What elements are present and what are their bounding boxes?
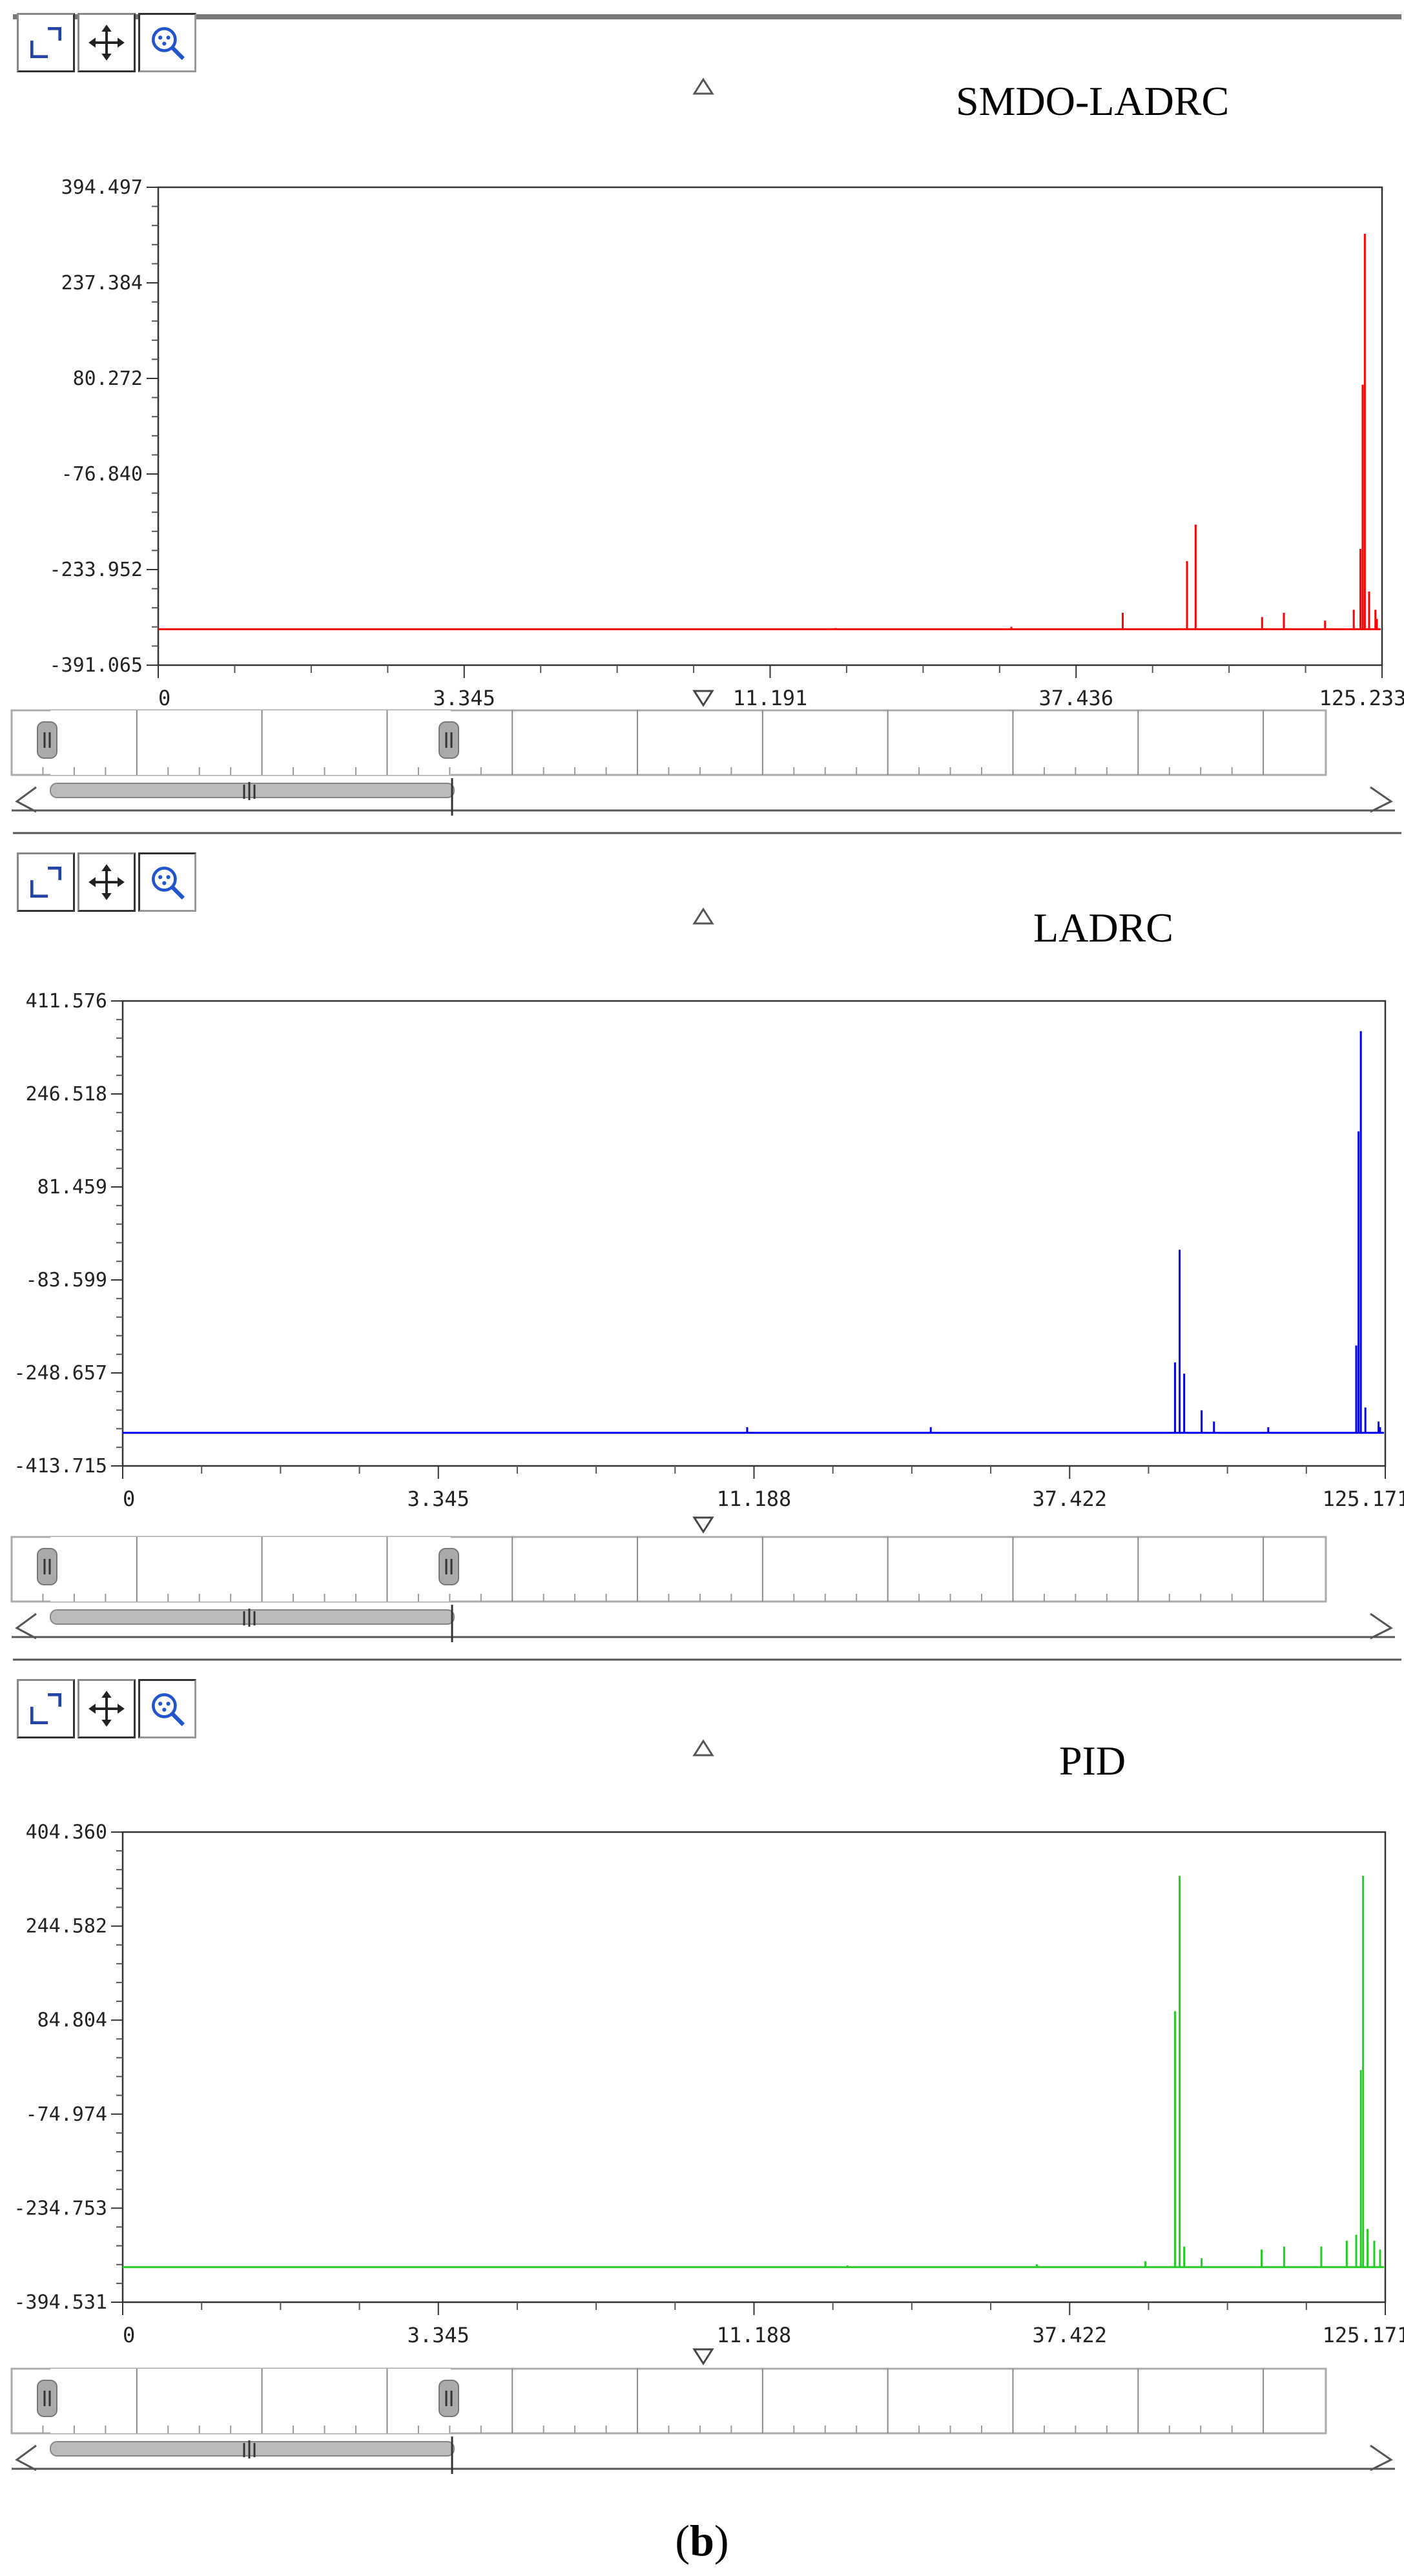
x-tick-label: 125.171: [1323, 2323, 1404, 2347]
pan-icon: [88, 25, 125, 61]
pan-button[interactable]: [77, 13, 136, 72]
y-tick-label: 246.518: [26, 1083, 107, 1106]
top-rule: [13, 14, 1401, 19]
y-tick-label: 237.384: [61, 272, 143, 294]
marker-up-icon[interactable]: [692, 77, 714, 95]
y-tick-label: 84.804: [37, 2009, 107, 2032]
x-tick-label: 37.422: [1032, 1487, 1107, 1511]
range-slider[interactable]: [10, 690, 1401, 834]
x-tick-label: 3.345: [408, 1487, 470, 1511]
range-handle[interactable]: [439, 2380, 459, 2417]
x-tick-label: 0: [123, 2323, 135, 2347]
scroll-right-arrow-icon[interactable]: [1370, 2444, 1393, 2471]
marker-up-icon[interactable]: [692, 1739, 714, 1757]
zoom-icon: [151, 1693, 185, 1726]
chart-toolbar: [17, 1679, 199, 1738]
zoom-icon: [151, 866, 185, 900]
fit-button[interactable]: [17, 1679, 75, 1738]
figure-caption: (b): [675, 2516, 729, 2565]
scroll-left-arrow-icon[interactable]: [15, 2444, 37, 2471]
y-tick-label: -74.974: [26, 2103, 107, 2126]
scroll-left-arrow-icon[interactable]: [15, 1613, 37, 1640]
pan-button[interactable]: [77, 852, 136, 912]
x-tick-label: 0: [123, 1487, 135, 1511]
y-tick-label: -394.531: [14, 2291, 108, 2314]
y-tick-label: 404.360: [26, 1821, 107, 1844]
overview-selection: [50, 1537, 451, 1602]
pan-icon: [88, 1691, 125, 1727]
scrollbar-thumb[interactable]: [50, 783, 455, 798]
y-tick-label: 244.582: [26, 1915, 107, 1938]
marker-down-icon[interactable]: [692, 1516, 714, 1534]
y-tick-label: 394.497: [61, 176, 143, 199]
range-slider[interactable]: [10, 2348, 1395, 2474]
range-handle[interactable]: [37, 1548, 57, 1585]
scroll-left-arrow-icon[interactable]: [15, 786, 37, 813]
x-tick-label: 125.233: [1319, 686, 1404, 710]
x-tick-label: 37.436: [1038, 686, 1113, 710]
zoom-button[interactable]: [138, 1679, 196, 1738]
scrollbar-thumb[interactable]: [50, 2441, 455, 2457]
fit-button[interactable]: [17, 13, 75, 72]
grip-icon: [43, 732, 51, 748]
grip-icon: [43, 1559, 51, 1574]
marker-up-icon[interactable]: [692, 907, 714, 925]
marker-down-icon[interactable]: [692, 690, 714, 707]
grip-icon: [243, 1609, 256, 1627]
range-handle[interactable]: [37, 721, 57, 759]
fit-icon: [30, 1693, 62, 1725]
range-handle[interactable]: [439, 721, 459, 759]
y-tick-label: -413.715: [14, 1455, 108, 1478]
overview-selection: [50, 710, 451, 775]
x-tick-label: 11.191: [733, 686, 808, 710]
fit-button[interactable]: [17, 852, 75, 912]
zoom-button[interactable]: [138, 13, 196, 72]
grip-icon: [243, 782, 256, 800]
y-tick-label: -391.065: [50, 654, 143, 677]
pan-button[interactable]: [77, 1679, 136, 1738]
y-tick-label: -234.753: [14, 2197, 108, 2220]
x-tick-label: 0: [158, 686, 170, 710]
chart-title: LADRC: [1033, 905, 1173, 951]
scroll-right-arrow-icon[interactable]: [1370, 786, 1393, 813]
fit-icon: [30, 866, 62, 898]
y-tick-label: 80.272: [73, 367, 143, 390]
x-tick-label: 125.171: [1323, 1487, 1404, 1511]
grip-icon: [445, 1559, 453, 1574]
range-handle[interactable]: [439, 1548, 459, 1585]
fit-icon: [30, 26, 62, 59]
grip-icon: [445, 2391, 453, 2406]
plot-frame: [121, 1831, 1387, 2303]
x-tick-label: 11.188: [717, 1487, 792, 1511]
x-tick-label: 11.188: [717, 2323, 792, 2347]
x-tick-label: 37.422: [1032, 2323, 1107, 2347]
chart-toolbar: [17, 13, 199, 72]
y-tick-label: 411.576: [26, 990, 107, 1013]
y-tick-label: -83.599: [26, 1269, 107, 1292]
x-tick-label: 3.345: [433, 686, 495, 710]
range-handle[interactable]: [37, 2380, 57, 2417]
range-slider[interactable]: [10, 1516, 1401, 1661]
y-tick-label: -233.952: [50, 559, 143, 581]
grip-icon: [243, 2440, 256, 2458]
scroll-right-arrow-icon[interactable]: [1370, 1613, 1393, 1640]
x-tick-label: 3.345: [408, 2323, 470, 2347]
grip-icon: [43, 2391, 51, 2406]
pan-icon: [88, 864, 125, 900]
grip-icon: [445, 732, 453, 748]
chart-title: PID: [1059, 1738, 1126, 1784]
y-tick-label: -248.657: [14, 1362, 108, 1385]
chart-title: SMDO-LADRC: [956, 78, 1230, 124]
y-tick-label: -76.840: [61, 463, 143, 486]
zoom-button[interactable]: [138, 852, 196, 912]
marker-down-icon[interactable]: [692, 2348, 714, 2365]
overview-selection: [50, 2369, 451, 2433]
y-tick-label: 81.459: [37, 1176, 107, 1199]
chart-toolbar: [17, 852, 199, 912]
scrollbar-thumb[interactable]: [50, 1609, 455, 1625]
zoom-icon: [151, 26, 185, 60]
